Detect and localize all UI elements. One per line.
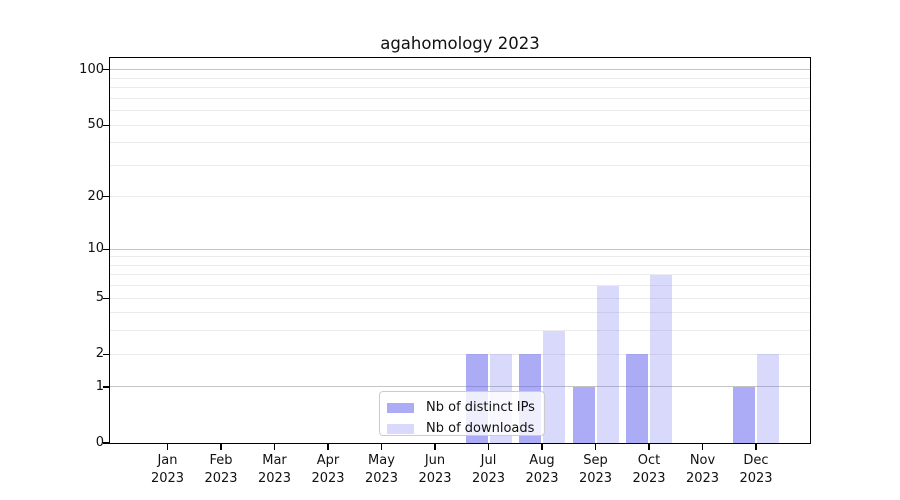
gridline-minor-8	[110, 264, 810, 266]
bar-nb-of-distinct-ips-dec-2023	[733, 386, 755, 443]
y-tick-label-20: 20	[87, 188, 104, 204]
gridline-minor-20	[110, 196, 810, 198]
gridline-minor-5	[110, 297, 810, 299]
bar-nb-of-distinct-ips-oct-2023	[626, 354, 648, 443]
x-tick-mark-jan	[166, 443, 169, 450]
x-tick-label-mar: Mar 2023	[257, 453, 292, 486]
bar-nb-of-downloads-sep-2023	[596, 285, 619, 443]
bar-nb-of-downloads-dec-2023	[757, 354, 779, 443]
y-tick-label-0: 0	[95, 435, 104, 450]
plot-area	[110, 58, 810, 443]
y-tick-label-1: 1	[95, 378, 104, 394]
gridline-minor-30	[110, 164, 810, 166]
legend: Nb of distinct IPs Nb of downloads	[379, 391, 545, 436]
bar-nb-of-downloads-aug-2023	[543, 330, 565, 443]
gridline-minor-40	[110, 142, 810, 144]
x-tick-label-apr: Apr 2023	[311, 453, 345, 486]
gridline-minor-50	[110, 124, 810, 126]
x-tick-mark-apr	[327, 443, 329, 450]
y-tick-label-50: 50	[87, 117, 104, 133]
gridline-minor-60	[110, 110, 810, 112]
x-tick-mark-aug	[541, 443, 543, 450]
x-tick-label-jan: Jan 2023	[150, 453, 185, 486]
y-tick-label-2: 2	[95, 346, 104, 362]
x-tick-label-jun: Jun 2023	[418, 453, 452, 486]
y-tick-label-100: 100	[79, 61, 104, 77]
y-tick-mark-0	[103, 442, 110, 444]
x-tick-mark-sep	[594, 443, 597, 450]
gridline-major-100	[110, 69, 810, 71]
x-tick-label-dec: Dec 2023	[739, 453, 773, 486]
y-tick-mark-10	[103, 248, 110, 250]
gridline-major-10	[110, 248, 810, 250]
gridline-minor-90	[110, 77, 810, 79]
y-tick-mark-50	[103, 124, 110, 126]
gridline-minor-6	[110, 285, 810, 287]
y-tick-mark-1	[103, 386, 110, 388]
y-tick-mark-100	[103, 69, 110, 71]
x-tick-mark-feb	[220, 443, 222, 450]
gridline-minor-2	[110, 353, 810, 355]
legend-swatch-distinct-ips	[387, 402, 414, 413]
x-tick-mark-dec	[755, 443, 757, 450]
gridline-major-1	[110, 386, 810, 388]
gridline-minor-4	[110, 312, 810, 314]
legend-item-downloads: Nb of downloads	[387, 418, 544, 439]
x-tick-label-feb: Feb 2023	[204, 453, 238, 486]
x-tick-label-oct: Oct 2023	[632, 453, 666, 486]
y-tick-mark-2	[103, 353, 110, 355]
x-tick-mark-jul	[487, 443, 490, 450]
y-tick-mark-20	[103, 196, 110, 198]
x-tick-mark-jun	[434, 443, 436, 450]
x-tick-mark-oct	[648, 443, 650, 450]
x-tick-mark-may	[380, 443, 383, 450]
legend-item-distinct-ips: Nb of distinct IPs	[387, 397, 544, 418]
bar-nb-of-downloads-oct-2023	[650, 274, 672, 443]
x-tick-label-nov: Nov 2023	[685, 453, 720, 486]
x-tick-label-jul: Jul 2023	[471, 453, 506, 486]
legend-label-distinct-ips: Nb of distinct IPs	[426, 400, 535, 415]
gridline-minor-70	[110, 97, 810, 99]
x-tick-label-may: May 2023	[364, 453, 399, 486]
x-tick-label-sep: Sep 2023	[578, 453, 613, 486]
y-tick-label-5: 5	[95, 290, 104, 306]
y-tick-mark-5	[103, 297, 110, 299]
gridline-minor-80	[110, 87, 810, 89]
gridline-minor-9	[110, 256, 810, 258]
gridline-minor-3	[110, 330, 810, 332]
y-tick-label-10: 10	[87, 241, 104, 257]
legend-swatch-downloads	[387, 423, 414, 434]
x-tick-label-aug: Aug 2023	[525, 453, 559, 486]
x-tick-mark-mar	[273, 443, 276, 450]
legend-label-downloads: Nb of downloads	[426, 421, 535, 436]
bar-nb-of-distinct-ips-sep-2023	[572, 386, 595, 443]
x-tick-mark-nov	[701, 443, 704, 450]
gridline-minor-7	[110, 274, 810, 276]
chart-title: agahomology 2023	[380, 34, 540, 53]
